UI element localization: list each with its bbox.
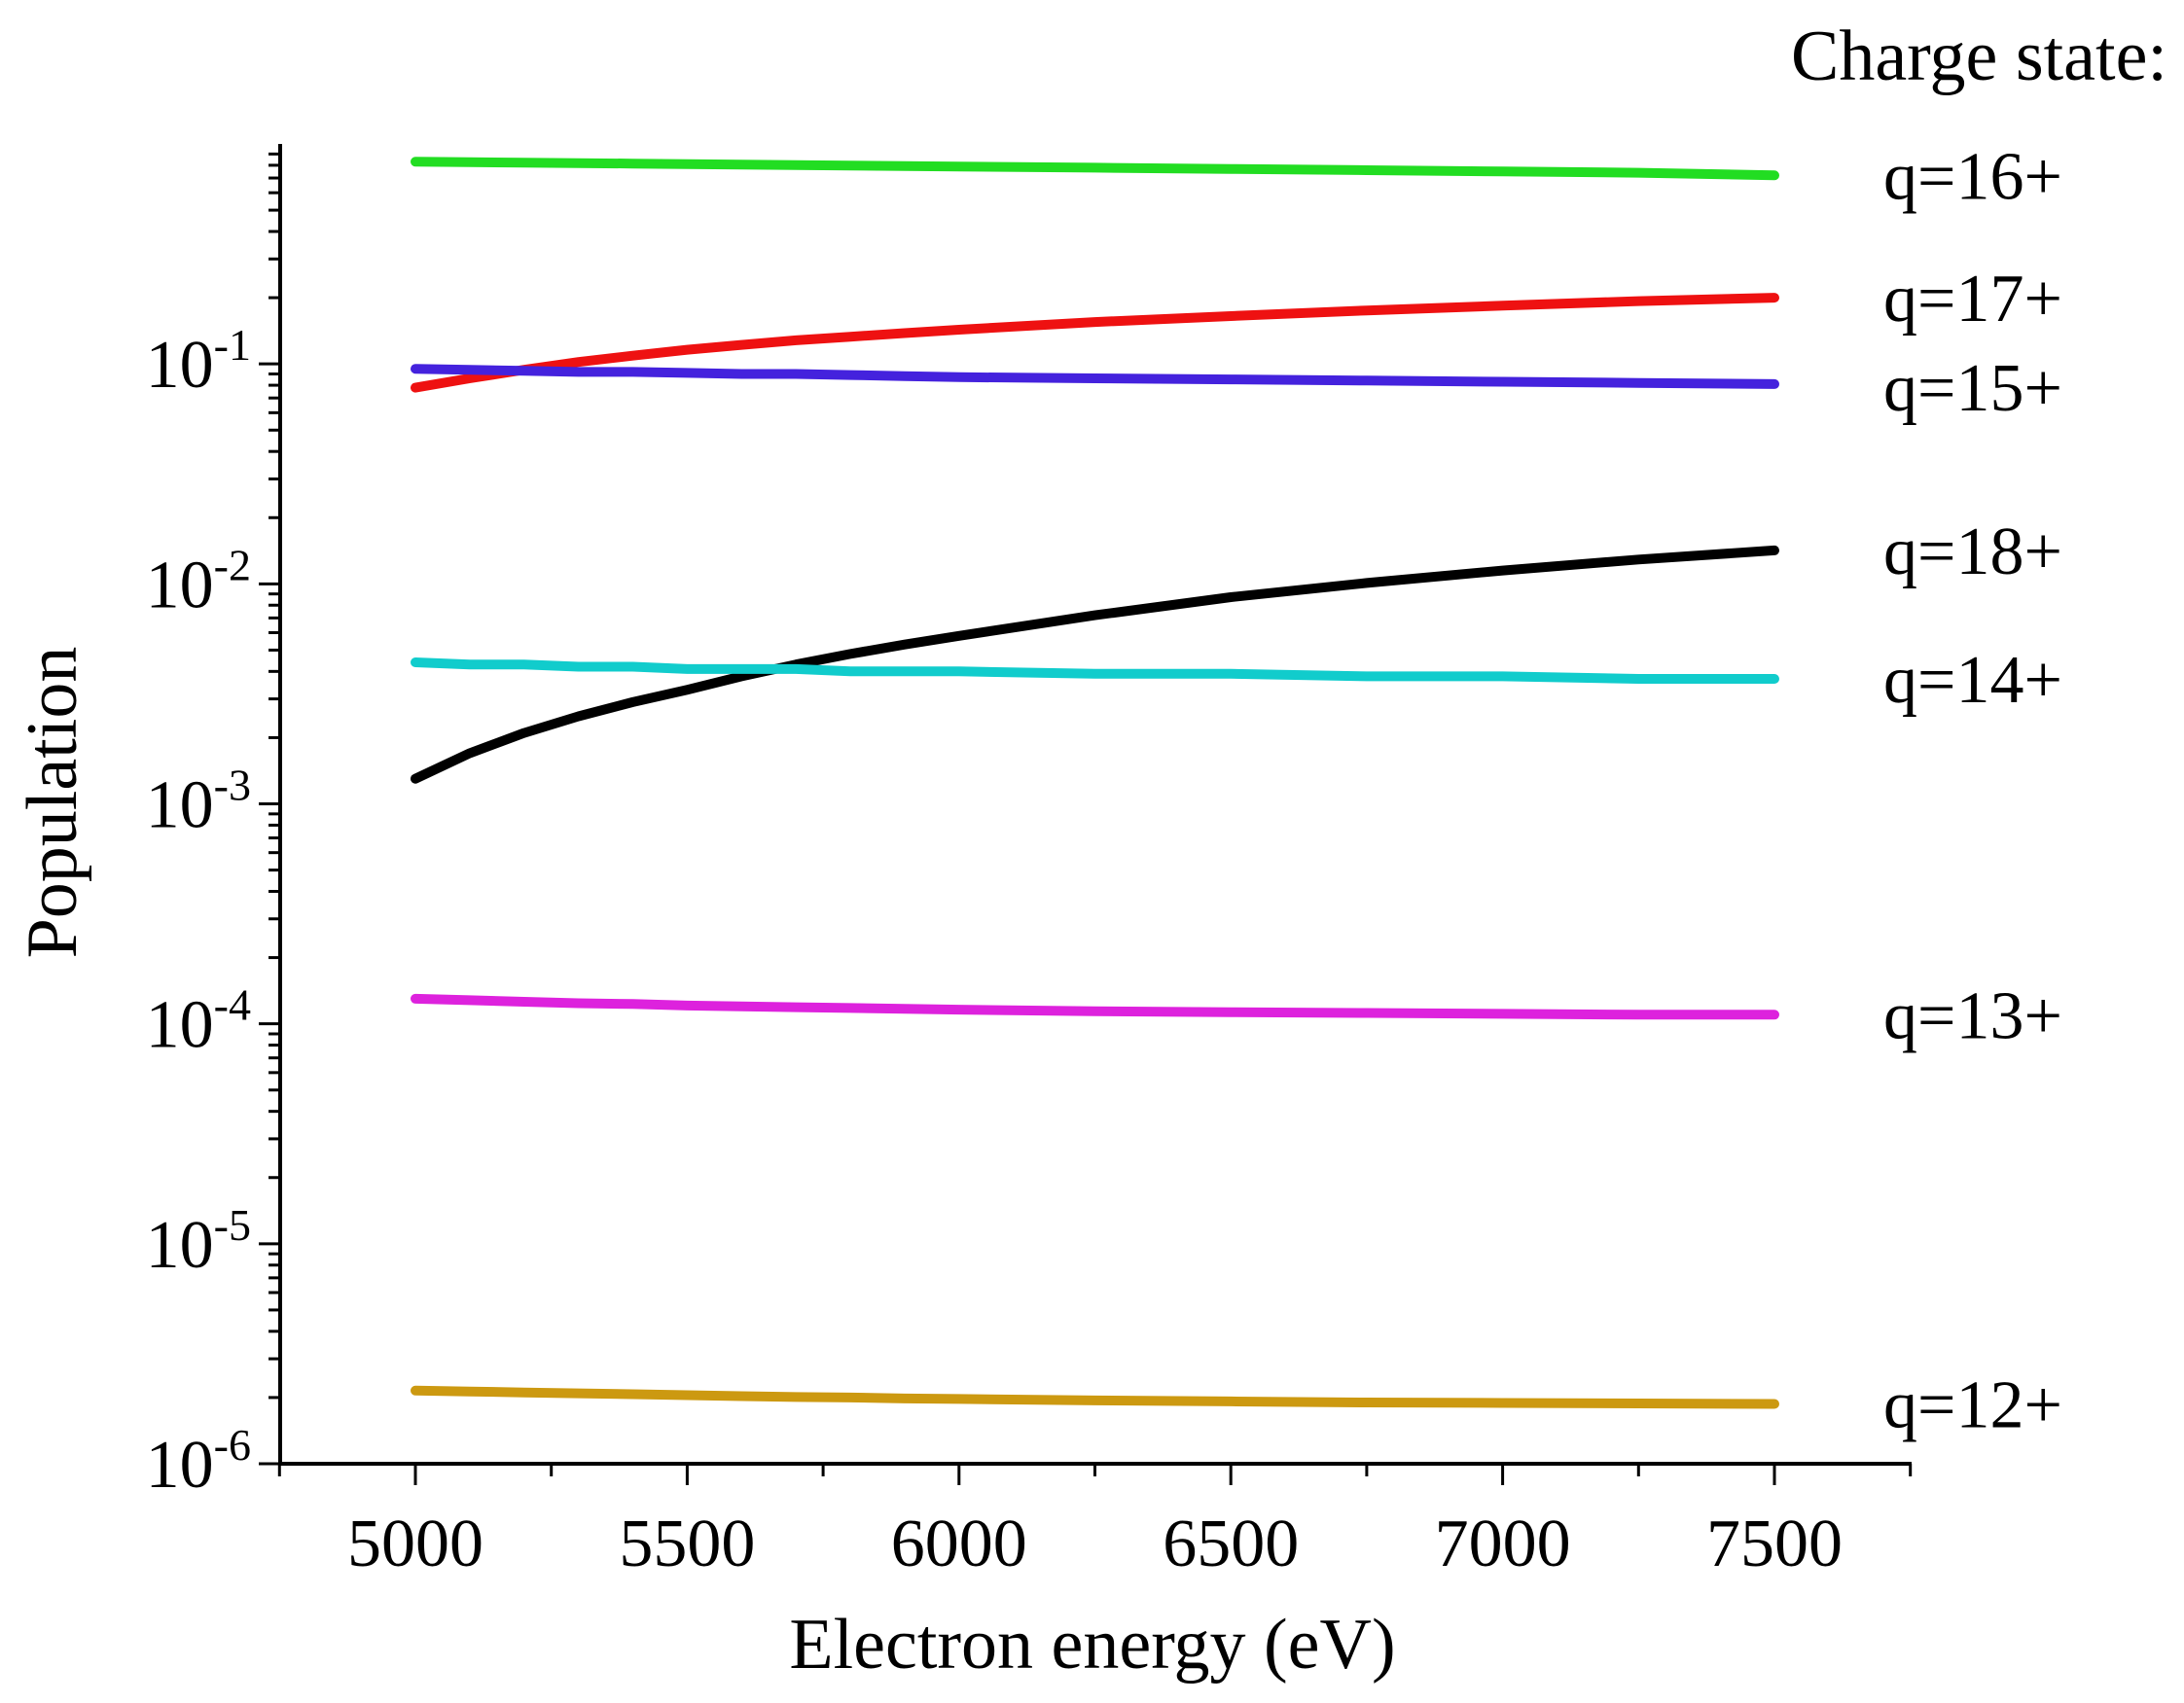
series-line-q15 <box>411 364 1779 389</box>
x-tick-label: 7500 <box>1706 1507 1843 1581</box>
y-tick-label: 10-3 <box>146 761 251 843</box>
y-tick-label: 10-1 <box>146 320 251 403</box>
x-tick-label: 5000 <box>347 1507 483 1581</box>
series-label: q=14+ <box>1883 643 2062 718</box>
x-ticks: 5000 5500 6000 6500 7000 7500 <box>277 1464 1913 1581</box>
y-tick-label: 10-5 <box>146 1200 251 1283</box>
series-label: q=12+ <box>1883 1368 2062 1443</box>
series-line-q14 <box>411 657 1779 684</box>
series-line-q13 <box>411 993 1779 1020</box>
series-labels: q=16+ q=17+ q=15+ q=18+ q=14+ q=13+ q=12+ <box>1883 139 2062 1442</box>
y-ticks: 10-6 10-5 10-4 10-3 10-2 10-1 <box>146 152 280 1503</box>
legend-title: Charge state: <box>1791 17 2167 96</box>
series-line-q16 <box>411 157 1779 181</box>
series-lines <box>411 157 1779 1409</box>
x-tick-label: 6000 <box>891 1507 1027 1581</box>
y-axis-title: Population <box>13 647 92 959</box>
y-tick-label: 10-2 <box>146 540 251 622</box>
series-line-q12 <box>411 1385 1779 1409</box>
x-tick-label: 6500 <box>1163 1507 1299 1581</box>
series-line-q17 <box>411 293 1779 393</box>
series-line-q18 <box>411 545 1779 784</box>
series-label: q=18+ <box>1883 514 2062 589</box>
y-tick-label: 10-4 <box>146 980 251 1063</box>
series-label: q=16+ <box>1883 139 2062 214</box>
x-axis-title: Electron energy (eV) <box>789 1605 1395 1685</box>
series-label: q=13+ <box>1883 978 2062 1053</box>
series-label: q=17+ <box>1883 262 2062 337</box>
y-tick-label: 10-6 <box>146 1420 251 1503</box>
axes <box>278 144 1912 1466</box>
series-label: q=15+ <box>1883 351 2062 426</box>
x-tick-label: 7000 <box>1435 1507 1571 1581</box>
x-tick-label: 5500 <box>619 1507 755 1581</box>
